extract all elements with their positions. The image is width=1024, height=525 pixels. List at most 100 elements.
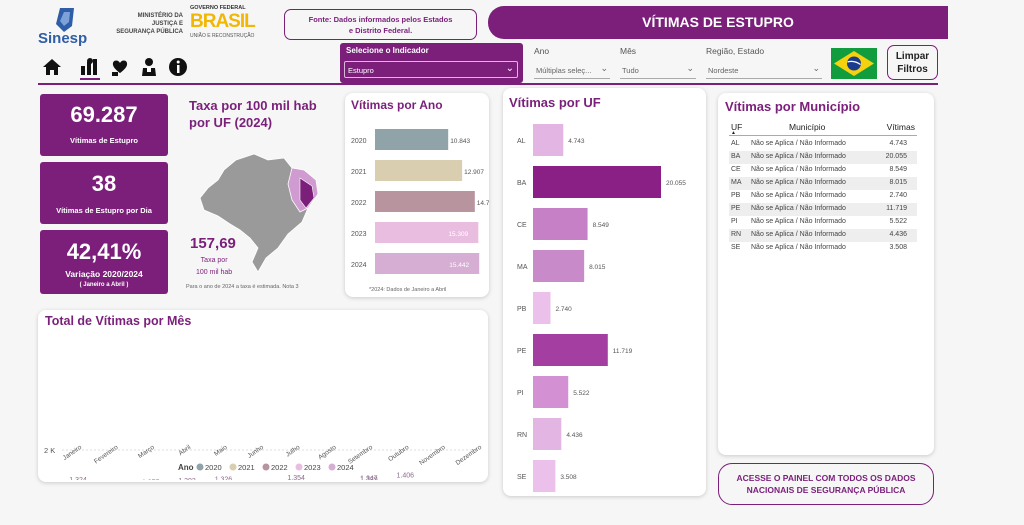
dashboard-icon [81, 58, 97, 75]
chevron-down-icon: ⌄ [686, 63, 694, 73]
uf-value-label: 8.549 [593, 222, 610, 229]
access-panel-line-1: ACESSE O PAINEL COM TODOS OS DADOS [736, 473, 916, 483]
uf-cell: BA [731, 153, 741, 160]
ano-bar[interactable] [375, 129, 449, 150]
taxa-value: 157,69 [190, 235, 236, 252]
sort-asc-icon: ▲ [731, 130, 736, 136]
uf-bar-chart: AL 4.743 BA 20.055 CE 8.549 MA 8.015 PB 2.740 PE 11… [517, 124, 686, 492]
ano-category-label: 2022 [351, 200, 367, 207]
legend-label[interactable]: 2020 [205, 463, 222, 472]
access-panel-button[interactable]: ACESSE O PAINEL COM TODOS OS DADOS NACIO… [718, 463, 934, 505]
uf-value-label: 3.508 [560, 474, 577, 481]
table-row[interactable]: SE Não se Aplica / Não Informado 3.508 [729, 242, 917, 255]
nav-info[interactable] [168, 57, 188, 77]
taxa-label: Taxa por 100 mil hab [196, 255, 232, 279]
nav-home[interactable] [42, 57, 62, 77]
uf-value-label: 5.522 [573, 390, 590, 397]
point-label: 1.329 [360, 477, 378, 480]
table-row[interactable]: PB Não se Aplica / Não Informado 2.740 [729, 190, 917, 203]
legend-marker[interactable] [229, 463, 237, 471]
uf-bar[interactable] [533, 124, 564, 156]
table-row[interactable]: RN Não se Aplica / Não Informado 4.436 [729, 229, 917, 242]
x-tick-label: Fevereiro [93, 444, 120, 466]
access-panel-line-2: NACIONAIS DE SEGURANÇA PÚBLICA [746, 485, 906, 495]
nav-person[interactable] [140, 57, 158, 77]
uf-cell: AL [731, 140, 740, 147]
municipio-cell: Não se Aplica / Não Informado [751, 218, 846, 225]
brazil-flag-button[interactable] [831, 48, 877, 79]
uf-cell: CE [731, 166, 741, 173]
indicator-selector[interactable]: Selecione o Indicador Estupro ⌄ [340, 43, 523, 83]
gov-sub-text: UNIÃO E RECONSTRUÇÃO [190, 33, 255, 39]
regiao-dropdown[interactable]: Nordeste ⌄ [706, 62, 822, 79]
table-row[interactable]: BA Não se Aplica / Não Informado 20.055 [729, 151, 917, 164]
legend-marker[interactable] [196, 463, 204, 471]
uf-value-label: 8.015 [589, 264, 606, 271]
clear-filters-line-1: Limpar [895, 51, 930, 62]
ano-bar[interactable] [375, 191, 475, 212]
table-row[interactable]: MA Não se Aplica / Não Informado 8.015 [729, 177, 917, 190]
home-icon [43, 59, 61, 75]
municipio-cell: Não se Aplica / Não Informado [751, 192, 846, 199]
uf-category-label: BA [517, 180, 527, 187]
ano-category-label: 2020 [351, 138, 367, 145]
regiao-label: Região, Estado [706, 46, 765, 56]
clear-filters-line-2: Filtros [897, 64, 928, 75]
uf-cell: MA [731, 179, 742, 186]
vitimas-cell: 4.743 [889, 140, 907, 147]
mes-dropdown[interactable]: Tudo ⌄ [620, 62, 696, 79]
indicator-dropdown[interactable]: Estupro ⌄ [344, 61, 518, 78]
legend-label[interactable]: 2021 [238, 463, 255, 472]
uf-bar[interactable] [533, 376, 569, 408]
ministry-line-1: MINISTÉRIO DA [137, 13, 183, 19]
ano-bar[interactable] [375, 253, 480, 274]
uf-category-label: PE [517, 348, 527, 355]
clear-filters-button[interactable]: Limpar Filtros [887, 45, 938, 80]
x-tick-label: Junho [246, 444, 265, 460]
legend-marker[interactable] [328, 463, 336, 471]
uf-cell: PB [731, 192, 741, 199]
uf-value-label: 11.719 [613, 348, 633, 355]
ano-bar[interactable] [375, 160, 463, 181]
table-row[interactable]: PE Não se Aplica / Não Informado 11.719 [729, 203, 917, 216]
col-uf[interactable]: UF [731, 122, 743, 132]
uf-bar[interactable] [533, 166, 661, 198]
uf-bar[interactable] [533, 208, 588, 240]
legend-marker[interactable] [262, 463, 270, 471]
uf-category-label: CE [517, 222, 527, 229]
sinesp-shield-icon [56, 8, 74, 32]
table-row[interactable]: AL Não se Aplica / Não Informado 4.743 [729, 138, 917, 151]
legend-label[interactable]: 2024 [337, 463, 354, 472]
gov-federal-logo: GOVERNO FEDERAL BRASIL UNIÃO E RECONSTRU… [190, 5, 270, 45]
chevron-down-icon: ⌄ [812, 63, 820, 73]
uf-bar[interactable] [533, 418, 562, 450]
col-vitimas[interactable]: Vítimas [886, 122, 915, 132]
uf-bar[interactable] [533, 460, 556, 492]
table-row[interactable]: CE Não se Aplica / Não Informado 8.549 [729, 164, 917, 177]
legend-marker[interactable] [295, 463, 303, 471]
kpi-per-day-value: 38 [91, 171, 117, 196]
uf-bar[interactable] [533, 250, 585, 282]
ano-category-label: 2024 [351, 262, 367, 269]
nav-care[interactable] [110, 57, 130, 77]
nav-dashboard[interactable] [78, 56, 102, 80]
uf-category-label: PI [517, 390, 524, 397]
vitimas-cell: 8.015 [889, 179, 907, 186]
ano-bar[interactable] [375, 222, 479, 243]
col-municipio[interactable]: Município [789, 122, 826, 132]
person-icon [142, 58, 156, 76]
table-row[interactable]: PI Não se Aplica / Não Informado 5.522 [729, 216, 917, 229]
ano-value: Múltiplas seleç... [536, 66, 592, 75]
legend-label[interactable]: 2022 [271, 463, 288, 472]
uf-category-label: AL [517, 138, 526, 145]
uf-bar[interactable] [533, 334, 608, 366]
ano-dropdown[interactable]: Múltiplas seleç... ⌄ [534, 62, 610, 79]
vitimas-cell: 2.740 [889, 192, 907, 199]
municipio-cell: Não se Aplica / Não Informado [751, 205, 846, 212]
vitimas-cell: 3.508 [889, 244, 907, 251]
uf-bar[interactable] [533, 292, 551, 324]
legend-label[interactable]: 2023 [304, 463, 321, 472]
x-tick-label: Abril [178, 444, 193, 458]
brazil-flag-icon [834, 51, 874, 76]
